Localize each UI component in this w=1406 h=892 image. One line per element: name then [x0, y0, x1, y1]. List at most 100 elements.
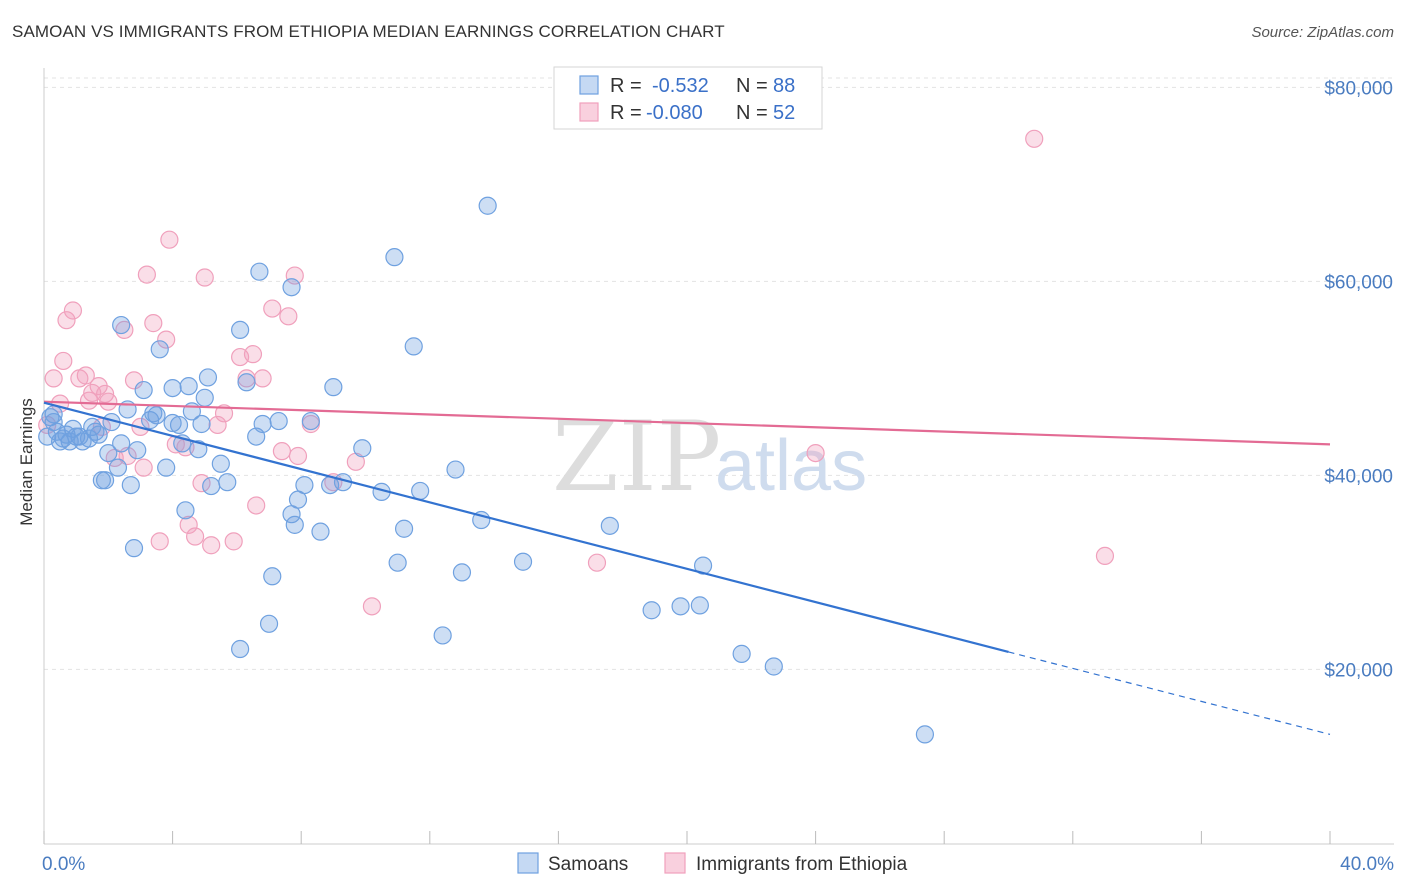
- point-ethiopia: [208, 415, 227, 435]
- point-ethiopia: [83, 383, 102, 403]
- point-ethiopia: [63, 301, 83, 320]
- y-tick-label: $40,000: [1324, 466, 1393, 487]
- point-samoans: [282, 278, 301, 297]
- point-ethiopia: [115, 320, 134, 339]
- point-ethiopia: [134, 458, 153, 477]
- trend-line-samoans: [43, 401, 1009, 654]
- point-samoans: [404, 337, 423, 356]
- y-axis-title: Median Earnings: [17, 398, 36, 526]
- x-tick-label: 40.0%: [1340, 854, 1394, 875]
- point-samoans: [250, 262, 269, 281]
- point-samoans: [478, 196, 497, 215]
- point-samoans: [134, 380, 153, 400]
- point-samoans: [433, 626, 452, 645]
- legend-box: [553, 66, 823, 130]
- point-samoans: [388, 553, 407, 572]
- point-ethiopia: [279, 307, 298, 326]
- point-samoans: [295, 476, 314, 495]
- point-ethiopia: [224, 532, 243, 551]
- point-samoans: [44, 412, 63, 432]
- point-ethiopia: [179, 515, 198, 534]
- legend-n-value-1: 88: [773, 75, 795, 97]
- watermark-atlas: atlas: [715, 426, 867, 506]
- point-samoans: [128, 441, 147, 460]
- point-samoans: [231, 320, 250, 339]
- point-samoans: [112, 434, 131, 453]
- legend-n-label-1: N =: [736, 75, 768, 97]
- point-ethiopia: [195, 268, 214, 287]
- point-samoans: [915, 725, 935, 744]
- y-tick-label: $20,000: [1324, 660, 1393, 681]
- axes: [43, 68, 1394, 845]
- point-ethiopia: [237, 369, 256, 388]
- legend-bottom: Samoans Immigrants from Ethiopia: [517, 852, 908, 875]
- point-samoans: [150, 340, 169, 359]
- point-ethiopia: [247, 496, 266, 515]
- legend-bottom-swatch-samoans: [517, 852, 539, 874]
- legend-top: R = -0.532 N = 88 R = -0.080 N = 52: [553, 66, 823, 130]
- point-ethiopia: [137, 265, 156, 284]
- point-samoans: [732, 644, 751, 663]
- point-samoans: [513, 552, 533, 571]
- point-samoans: [269, 411, 288, 431]
- point-samoans: [218, 473, 237, 492]
- watermark-zip: ZIP: [552, 401, 721, 513]
- trend-line-samoans-extension: [1008, 651, 1331, 735]
- point-ethiopia: [288, 446, 308, 466]
- point-samoans: [198, 368, 218, 387]
- y-tick-label: $80,000: [1324, 78, 1393, 99]
- legend-n-label-2: N =: [736, 102, 768, 124]
- point-ethiopia: [202, 536, 221, 555]
- legend-r-label-1: R =: [610, 75, 642, 97]
- point-ethiopia: [243, 345, 263, 364]
- point-ethiopia: [124, 371, 144, 390]
- point-samoans: [189, 440, 208, 459]
- point-ethiopia: [144, 314, 163, 333]
- point-samoans: [237, 373, 256, 392]
- point-samoans: [690, 596, 709, 615]
- point-samoans: [202, 476, 221, 496]
- point-samoans: [671, 597, 690, 616]
- point-samoans: [124, 539, 144, 558]
- point-ethiopia: [214, 404, 234, 423]
- chart-title: SAMOAN VS IMMIGRANTS FROM ETHIOPIA MEDIA…: [12, 22, 725, 41]
- point-samoans: [452, 563, 472, 582]
- trend-lines: [43, 400, 1331, 735]
- point-samoans: [192, 414, 211, 434]
- point-ethiopia: [54, 351, 73, 371]
- point-samoans: [112, 315, 131, 335]
- legend-r-value-1: -0.532: [652, 75, 709, 97]
- point-samoans: [179, 377, 198, 396]
- point-samoans: [176, 501, 195, 520]
- point-samoans: [411, 481, 430, 501]
- point-ethiopia: [285, 266, 304, 285]
- point-samoans: [301, 411, 320, 431]
- point-ethiopia: [57, 311, 76, 330]
- point-ethiopia: [253, 369, 272, 388]
- point-samoans: [108, 458, 128, 477]
- point-samoans: [385, 248, 404, 267]
- point-ethiopia: [362, 597, 382, 616]
- legend-bottom-swatch-ethiopia: [664, 852, 686, 874]
- point-samoans: [285, 515, 304, 534]
- y-tick-labels: $20,000 $40,000 $60,000 $80,000: [1324, 78, 1393, 681]
- legend-bottom-label-ethiopia: Immigrants from Ethiopia: [696, 854, 908, 875]
- point-samoans: [163, 413, 182, 433]
- point-samoans: [147, 406, 166, 425]
- point-samoans: [44, 405, 63, 424]
- point-ethiopia: [157, 330, 176, 349]
- point-samoans: [311, 522, 330, 541]
- point-samoans: [157, 458, 176, 477]
- point-samoans: [231, 639, 250, 659]
- point-samoans: [99, 443, 118, 463]
- watermark: ZIP atlas: [552, 401, 867, 513]
- legend-swatch-ethiopia: [579, 102, 599, 122]
- point-samoans: [446, 460, 465, 479]
- point-ethiopia: [806, 443, 825, 463]
- x-tick-labels: 0.0% 40.0%: [42, 854, 1394, 875]
- point-samoans: [324, 378, 343, 397]
- point-ethiopia: [76, 366, 95, 385]
- series-samoans-points: [38, 196, 935, 744]
- point-samoans: [169, 415, 189, 435]
- point-samoans: [263, 567, 282, 586]
